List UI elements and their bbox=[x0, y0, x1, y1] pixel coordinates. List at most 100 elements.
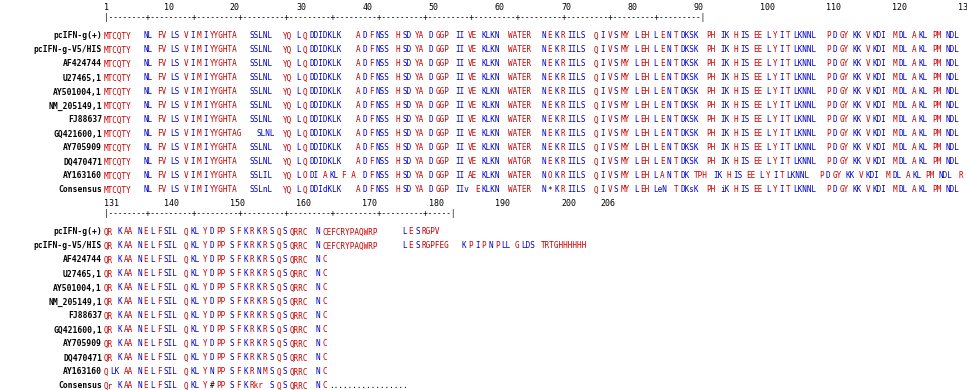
Text: V: V bbox=[607, 186, 612, 195]
Text: N: N bbox=[256, 367, 261, 376]
Text: GY: GY bbox=[839, 73, 848, 83]
Text: LKNNL: LKNNL bbox=[793, 101, 816, 110]
Text: F: F bbox=[237, 367, 241, 376]
Text: KL: KL bbox=[190, 255, 199, 264]
Text: V: V bbox=[184, 73, 189, 83]
Text: MY: MY bbox=[621, 172, 630, 181]
Text: IK: IK bbox=[720, 87, 729, 96]
Text: T: T bbox=[674, 172, 678, 181]
Text: D: D bbox=[363, 46, 366, 55]
Text: H: H bbox=[396, 32, 400, 41]
Text: FV: FV bbox=[157, 87, 166, 96]
Text: Q: Q bbox=[594, 115, 599, 124]
Text: N: N bbox=[316, 255, 321, 264]
Text: E: E bbox=[547, 73, 552, 83]
Text: 190: 190 bbox=[495, 199, 510, 207]
Text: N: N bbox=[542, 115, 545, 124]
Text: V: V bbox=[607, 73, 612, 83]
Text: YQ: YQ bbox=[282, 87, 292, 96]
Text: F: F bbox=[157, 227, 161, 236]
Text: H: H bbox=[396, 101, 400, 110]
Text: L: L bbox=[150, 298, 155, 307]
Text: MY: MY bbox=[621, 144, 630, 152]
Text: PP: PP bbox=[217, 241, 226, 250]
Text: FV: FV bbox=[157, 101, 166, 110]
Text: N: N bbox=[542, 46, 545, 55]
Text: M: M bbox=[196, 32, 201, 41]
Text: H: H bbox=[733, 115, 738, 124]
Text: PP: PP bbox=[217, 381, 226, 390]
Text: H: H bbox=[396, 115, 400, 124]
Text: EH: EH bbox=[640, 46, 650, 55]
Text: FV: FV bbox=[157, 186, 166, 195]
Text: #: # bbox=[210, 381, 215, 390]
Text: D: D bbox=[363, 101, 366, 110]
Text: Q: Q bbox=[303, 32, 308, 41]
Text: LS: LS bbox=[170, 158, 180, 167]
Text: I: I bbox=[203, 87, 208, 96]
Text: MTCQTY: MTCQTY bbox=[104, 144, 132, 152]
Text: H: H bbox=[733, 129, 738, 138]
Text: I: I bbox=[779, 73, 784, 83]
Text: PM: PM bbox=[932, 60, 941, 69]
Text: N: N bbox=[542, 87, 545, 96]
Text: IILS: IILS bbox=[568, 73, 586, 83]
Text: T: T bbox=[786, 186, 791, 195]
Text: Q: Q bbox=[277, 298, 280, 307]
Text: pcIFN-g-V5/HIS: pcIFN-g-V5/HIS bbox=[34, 241, 102, 250]
Text: PH: PH bbox=[707, 60, 716, 69]
Text: QRRC: QRRC bbox=[289, 312, 308, 321]
Text: 90: 90 bbox=[693, 2, 703, 11]
Text: L: L bbox=[766, 144, 771, 152]
Text: S: S bbox=[282, 284, 287, 292]
Text: T: T bbox=[674, 158, 678, 167]
Text: QR: QR bbox=[104, 326, 113, 335]
Text: DDIdKLK: DDIdKLK bbox=[309, 186, 341, 195]
Text: RGPFEG: RGPFEG bbox=[422, 241, 450, 250]
Text: I: I bbox=[190, 101, 194, 110]
Text: I: I bbox=[203, 101, 208, 110]
Text: Y: Y bbox=[773, 46, 777, 55]
Text: K: K bbox=[243, 284, 248, 292]
Text: FV: FV bbox=[157, 115, 166, 124]
Text: N: N bbox=[667, 32, 672, 41]
Text: R: R bbox=[561, 186, 566, 195]
Text: F: F bbox=[237, 353, 241, 362]
Text: S: S bbox=[230, 227, 234, 236]
Text: Q: Q bbox=[303, 73, 308, 83]
Text: VE: VE bbox=[468, 73, 478, 83]
Text: NL: NL bbox=[144, 144, 153, 152]
Text: KL: KL bbox=[190, 269, 199, 278]
Text: H: H bbox=[733, 87, 738, 96]
Text: NDL: NDL bbox=[945, 129, 959, 138]
Text: |--------+---------+---------+---------+---------+---------+---------+---------+: |--------+---------+---------+---------+… bbox=[104, 12, 705, 21]
Text: S: S bbox=[282, 353, 287, 362]
Text: R: R bbox=[561, 60, 566, 69]
Text: MY: MY bbox=[621, 32, 630, 41]
Text: Q: Q bbox=[277, 312, 280, 321]
Text: MY: MY bbox=[621, 46, 630, 55]
Text: V: V bbox=[607, 129, 612, 138]
Text: Q: Q bbox=[184, 367, 189, 376]
Text: T: T bbox=[786, 32, 791, 41]
Text: E: E bbox=[660, 101, 665, 110]
Text: R: R bbox=[263, 241, 268, 250]
Text: YQ: YQ bbox=[282, 101, 292, 110]
Text: D: D bbox=[428, 101, 433, 110]
Text: KK: KK bbox=[852, 186, 862, 195]
Text: KK: KK bbox=[846, 172, 855, 181]
Text: H: H bbox=[396, 186, 400, 195]
Text: WATER: WATER bbox=[508, 87, 531, 96]
Text: LS: LS bbox=[170, 101, 180, 110]
Text: 160: 160 bbox=[296, 199, 311, 207]
Text: PM: PM bbox=[932, 101, 941, 110]
Text: IK: IK bbox=[720, 101, 729, 110]
Text: 180: 180 bbox=[428, 199, 444, 207]
Text: FV: FV bbox=[157, 46, 166, 55]
Text: RGPV: RGPV bbox=[422, 227, 440, 236]
Text: D: D bbox=[833, 129, 837, 138]
Text: T: T bbox=[674, 32, 678, 41]
Text: N: N bbox=[667, 115, 672, 124]
Text: GGP: GGP bbox=[435, 115, 449, 124]
Text: L: L bbox=[633, 87, 638, 96]
